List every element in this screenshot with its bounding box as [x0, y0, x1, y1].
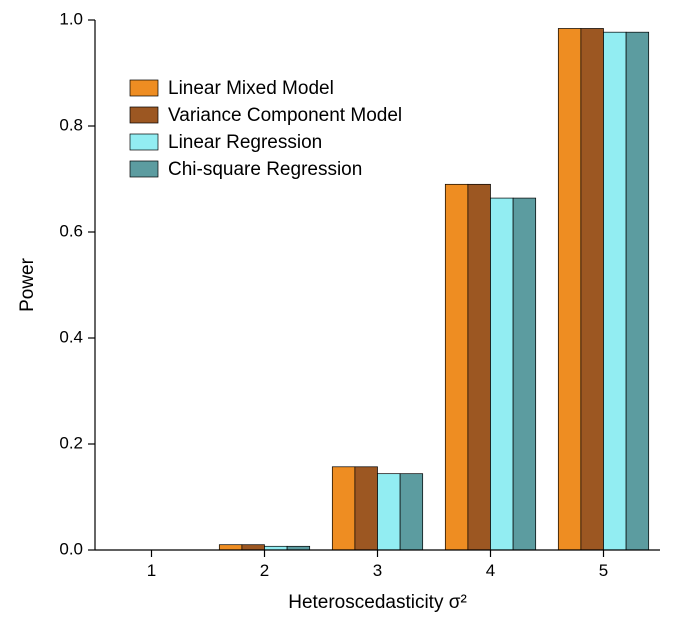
bar — [332, 467, 355, 550]
bar — [468, 184, 491, 550]
bar — [604, 32, 627, 550]
bar — [355, 467, 378, 550]
legend-swatch — [130, 161, 158, 177]
bar — [242, 545, 265, 550]
bar — [378, 474, 401, 550]
legend: Linear Mixed Model Variance Component Mod… — [130, 78, 402, 180]
bar — [445, 184, 468, 550]
legend-swatch — [130, 134, 158, 150]
legend-label: Linear Regression — [168, 132, 322, 153]
y-tick-label: 0.4 — [59, 327, 83, 346]
legend-swatch — [130, 80, 158, 96]
bar — [513, 198, 536, 550]
x-tick-label: 5 — [599, 561, 608, 580]
x-tick-label: 2 — [260, 561, 269, 580]
bar — [400, 474, 423, 550]
legend-swatch — [130, 107, 158, 123]
y-tick-label: 1.0 — [59, 9, 83, 28]
bar — [581, 28, 604, 550]
legend-label: Linear Mixed Model — [168, 78, 334, 99]
bar — [558, 28, 581, 550]
chart-svg: 0.0 0.2 0.4 0.6 0.8 1.0 1 2 3 4 5 Heteroscedasticit… — [0, 0, 685, 640]
x-axis-title: Heteroscedasticity σ² — [288, 592, 467, 613]
bar — [491, 198, 514, 550]
x-tick-label: 1 — [147, 561, 156, 580]
y-axis-title: Power — [17, 257, 38, 312]
x-tick-label: 4 — [486, 561, 495, 580]
x-tick-label: 3 — [373, 561, 382, 580]
y-tick-label: 0.2 — [59, 433, 83, 452]
legend-label: Variance Component Model — [168, 105, 402, 126]
bar — [219, 545, 242, 550]
y-tick-label: 0.0 — [59, 539, 83, 558]
bar — [626, 32, 649, 550]
y-tick-label: 0.8 — [59, 115, 83, 134]
legend-label: Chi-square Regression — [168, 159, 362, 180]
y-tick-label: 0.6 — [59, 221, 83, 240]
chart-container: 0.0 0.2 0.4 0.6 0.8 1.0 1 2 3 4 5 Heteroscedasticit… — [0, 0, 685, 640]
